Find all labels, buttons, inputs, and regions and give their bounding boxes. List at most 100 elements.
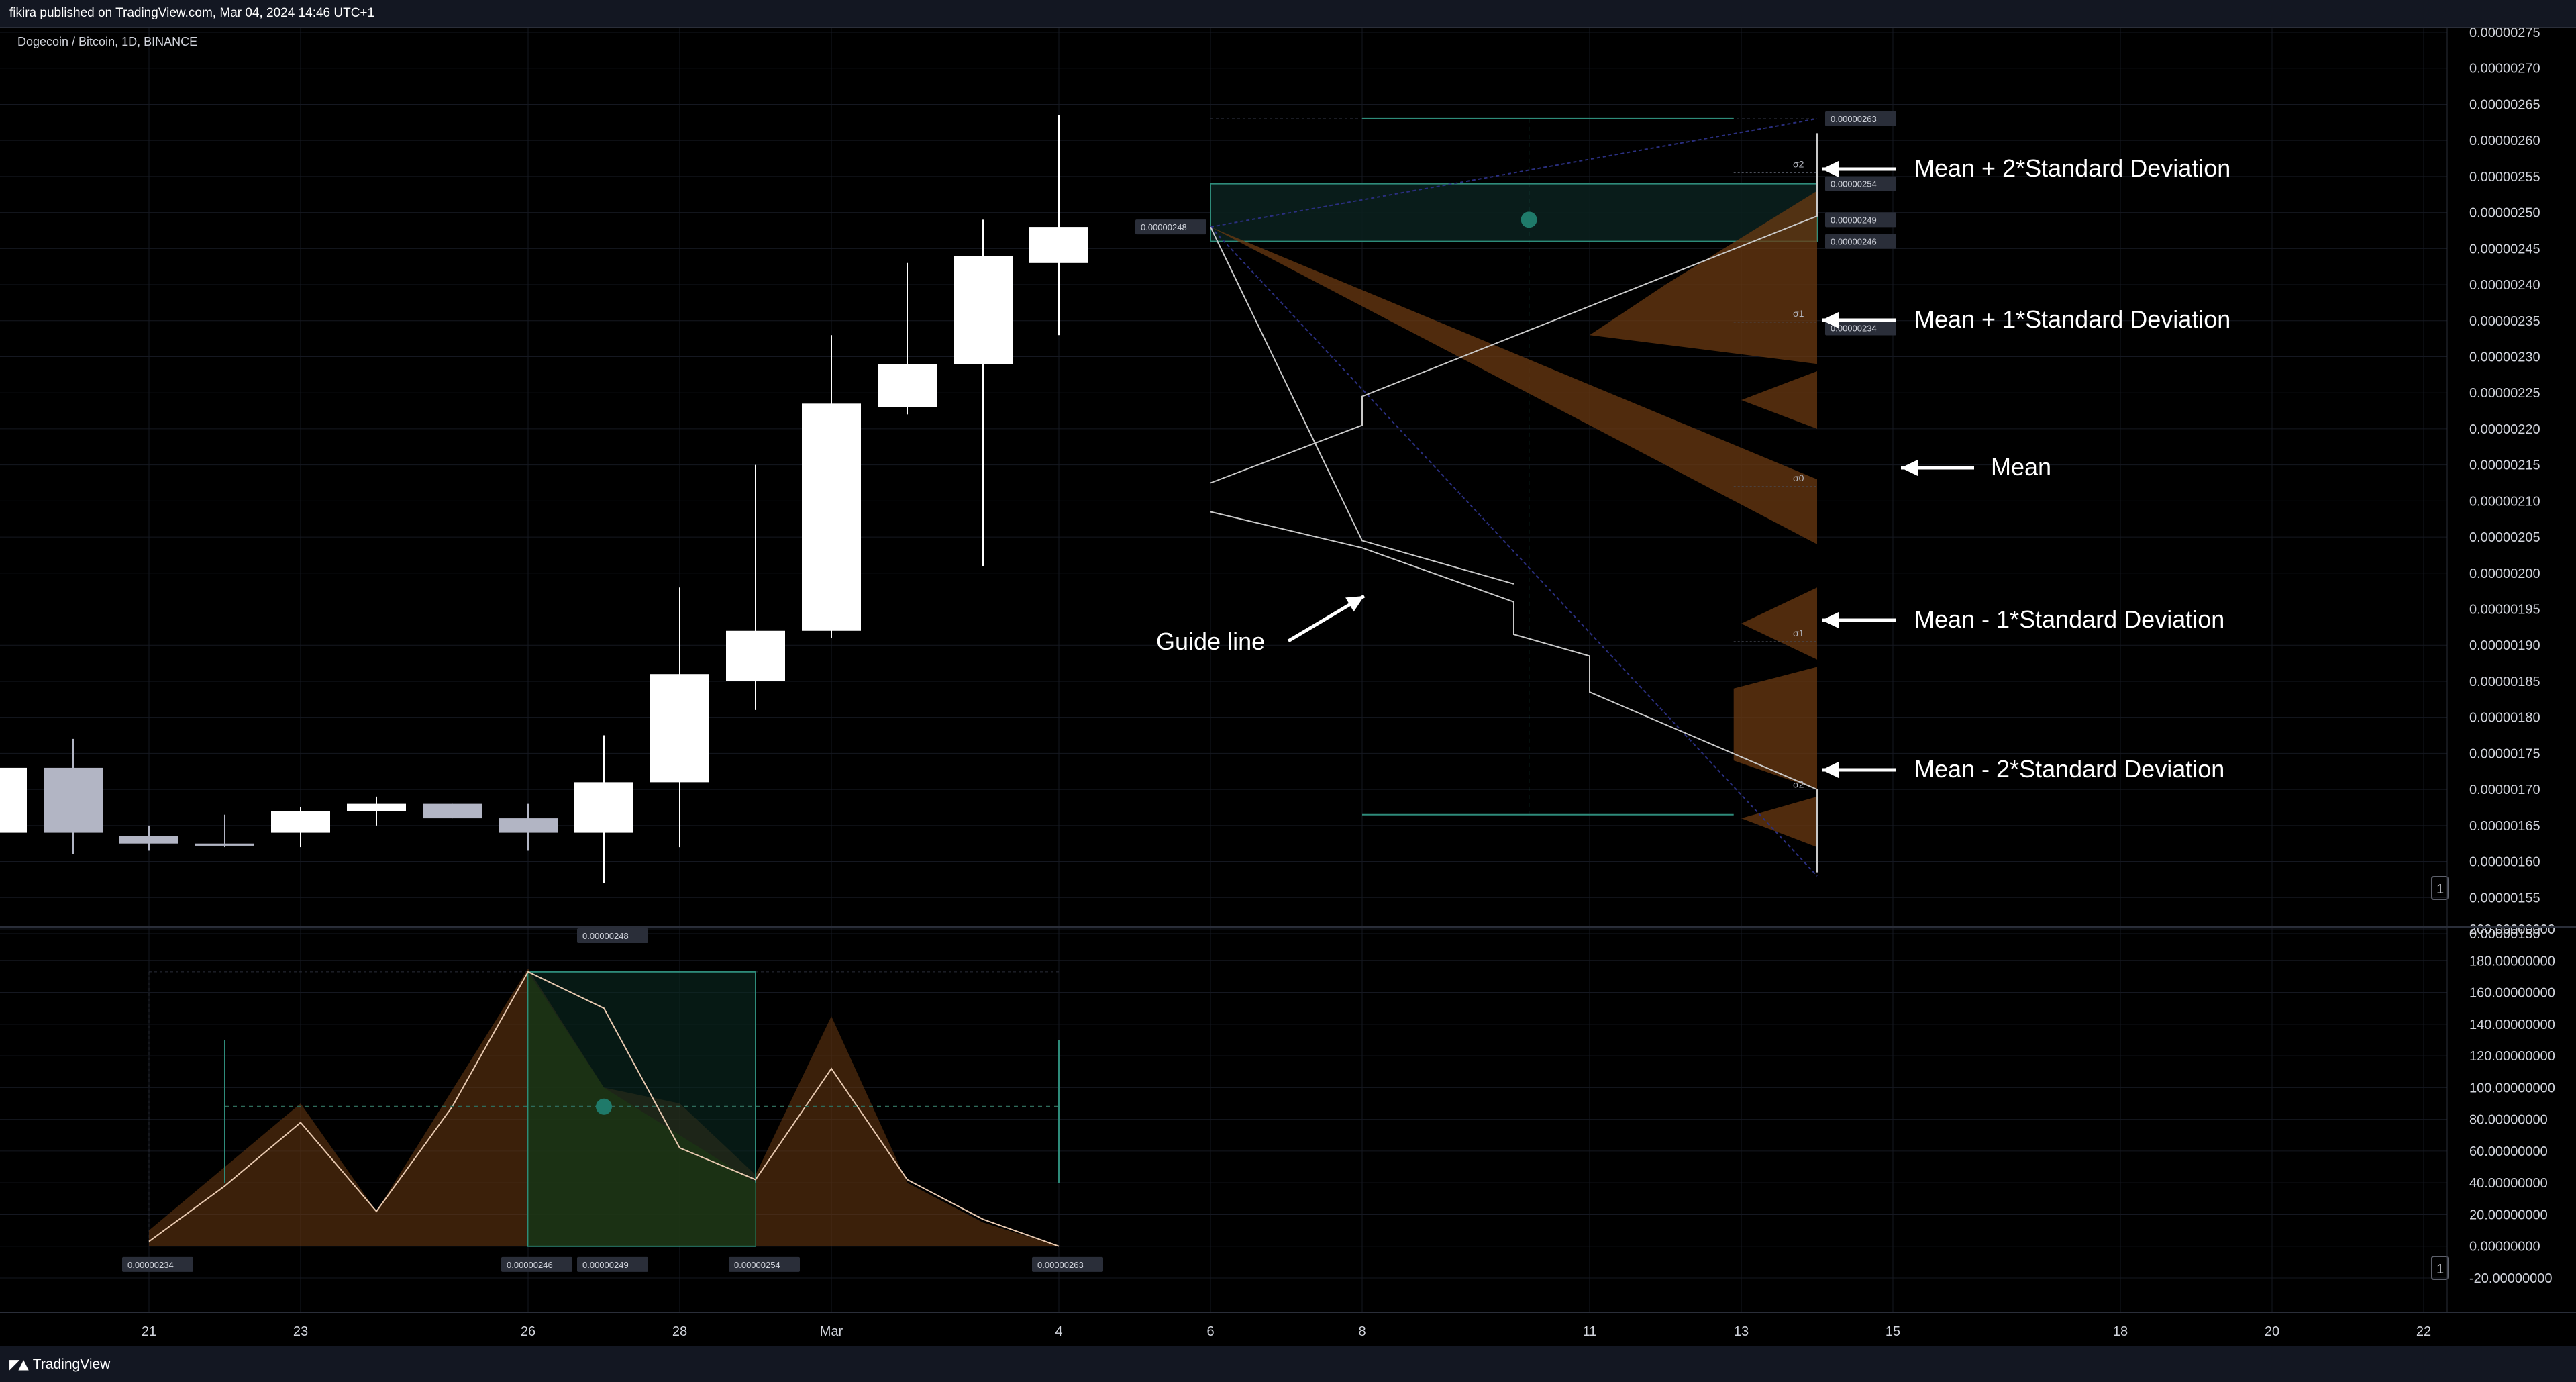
lower-tag-1: 0.00000234 bbox=[127, 1260, 174, 1270]
lower-tag-top: 0.00000248 bbox=[582, 931, 629, 941]
price-tag-start-bg bbox=[1135, 219, 1206, 235]
lower-tag-top-bg bbox=[577, 928, 648, 943]
time-axis-label: 11 bbox=[1583, 1324, 1597, 1339]
price-axis-label: 0.00000270 bbox=[2469, 62, 2540, 77]
indicator-axis-label: 60.00000000 bbox=[2469, 1144, 2548, 1159]
candle-body bbox=[954, 256, 1013, 364]
sigma-label: σ1 bbox=[1793, 628, 1804, 638]
chart-area[interactable]: σ2 σ1 σ0 σ1 σ2 0.00000248 0.00000263 0.00000254… bbox=[0, 28, 2576, 1346]
candle-body bbox=[119, 836, 178, 844]
price-axis-label: 0.00000260 bbox=[2469, 134, 2540, 148]
price-tag-box-bottom-bg bbox=[1825, 234, 1896, 249]
distribution-shape bbox=[1733, 667, 1817, 790]
time-axis-label: 21 bbox=[142, 1324, 156, 1339]
distribution-shape bbox=[1210, 227, 1817, 544]
arrow-mean-head bbox=[1901, 459, 1918, 477]
lower-series-line bbox=[148, 971, 1060, 1247]
guide-line-lower bbox=[1210, 226, 1818, 877]
candle-body bbox=[499, 818, 558, 833]
mean-path bbox=[1210, 226, 1514, 585]
tradingview-brand[interactable]: ◤▲ TradingView bbox=[9, 1356, 110, 1373]
time-axis-label: 6 bbox=[1206, 1324, 1214, 1339]
arrow-mean-plus-2-head bbox=[1822, 160, 1839, 178]
scale-button-label: 1 bbox=[2436, 1262, 2444, 1277]
sigma-label: σ1 bbox=[1793, 308, 1804, 319]
candle-body bbox=[423, 803, 482, 819]
time-axis-label: Mar bbox=[820, 1324, 843, 1339]
time-axis-label: 26 bbox=[521, 1324, 535, 1339]
indicator-axis-label: 80.00000000 bbox=[2469, 1113, 2548, 1128]
time-axis-label: 28 bbox=[672, 1324, 687, 1339]
indicator-axis-label: 160.00000000 bbox=[2469, 986, 2555, 1001]
candle-body bbox=[1029, 227, 1088, 263]
price-tag-box-bottom: 0.00000246 bbox=[1831, 237, 1877, 247]
price-tag-box-top-bg bbox=[1825, 176, 1896, 191]
price-axis-label: 0.00000220 bbox=[2469, 422, 2540, 437]
scale-button-label: 1 bbox=[2436, 882, 2444, 897]
tradingview-logo-icon: ◤▲ bbox=[9, 1356, 29, 1372]
price-axis-label: 0.00000190 bbox=[2469, 638, 2540, 653]
price-tag-mean-bg bbox=[1825, 212, 1896, 228]
price-tag-box-top: 0.00000254 bbox=[1831, 179, 1877, 189]
price-axis-label: 0.00000210 bbox=[2469, 494, 2540, 509]
candle-body bbox=[0, 767, 27, 833]
arrow-mean-plus-1-head bbox=[1822, 311, 1839, 329]
candle-body bbox=[44, 767, 103, 833]
guide-line-upper bbox=[1210, 117, 1818, 228]
lower-tag-3: 0.00000249 bbox=[582, 1260, 629, 1270]
footer-bar: ◤▲ TradingView bbox=[0, 1346, 2576, 1382]
price-axis-label: 0.00000195 bbox=[2469, 603, 2540, 618]
sigma-label: σ0 bbox=[1793, 473, 1804, 483]
indicator-axis-label: 180.00000000 bbox=[2469, 954, 2555, 969]
mean-dot bbox=[1521, 211, 1537, 228]
indicator-axis-label: 200.00000000 bbox=[2469, 922, 2555, 937]
upper-deviation-path bbox=[1210, 133, 1818, 484]
price-axis-label: 0.00000230 bbox=[2469, 350, 2540, 364]
annotation-mean-plus-2: Mean + 2*Standard Deviation bbox=[1914, 154, 2231, 182]
time-axis-label: 8 bbox=[1358, 1324, 1366, 1339]
lower-mean-dot bbox=[596, 1098, 612, 1115]
price-axis-label: 0.00000250 bbox=[2469, 206, 2540, 221]
price-tag-bottom-bg bbox=[1825, 320, 1896, 336]
lower-tag-2-bg bbox=[501, 1256, 572, 1272]
candle-body bbox=[195, 843, 254, 846]
lower-box-shade bbox=[528, 971, 756, 1246]
annotation-mean-plus-1: Mean + 1*Standard Deviation bbox=[1914, 305, 2231, 333]
candle-body bbox=[802, 403, 861, 631]
price-axis-label: 0.00000225 bbox=[2469, 386, 2540, 401]
lower-tag-3-bg bbox=[577, 1256, 648, 1272]
candle-body bbox=[878, 364, 937, 407]
price-tag-mean: 0.00000249 bbox=[1831, 215, 1877, 225]
price-axis-label: 0.00000170 bbox=[2469, 783, 2540, 797]
indicator-axis-label: 140.00000000 bbox=[2469, 1018, 2555, 1032]
candle-body bbox=[650, 674, 709, 783]
lower-tag-2: 0.00000246 bbox=[507, 1260, 553, 1270]
projection-box bbox=[1210, 183, 1818, 242]
lower-tag-4-bg bbox=[729, 1256, 800, 1272]
price-axis-label: 0.00000245 bbox=[2469, 242, 2540, 256]
annotation-mean-minus-1: Mean - 1*Standard Deviation bbox=[1914, 605, 2225, 633]
price-axis-label: 0.00000150 bbox=[2469, 927, 2540, 942]
price-tag-top-bg bbox=[1825, 111, 1896, 126]
indicator-axis-label: 20.00000000 bbox=[2469, 1207, 2548, 1222]
sigma-label: σ2 bbox=[1793, 159, 1804, 170]
scale-button-main[interactable] bbox=[2431, 876, 2449, 900]
price-axis-label: 0.00000240 bbox=[2469, 278, 2540, 293]
indicator-axis-label: 0.00000000 bbox=[2469, 1240, 2540, 1254]
publish-info: fikira published on TradingView.com, Mar… bbox=[9, 6, 375, 20]
lower-tag-5-bg bbox=[1032, 1256, 1103, 1272]
distribution-shape bbox=[1741, 796, 1817, 848]
candle-body bbox=[574, 782, 633, 833]
indicator-axis-label: 100.00000000 bbox=[2469, 1081, 2555, 1095]
time-axis-label: 4 bbox=[1055, 1324, 1062, 1339]
symbol-title: Dogecoin / Bitcoin, 1D, BINANCE bbox=[17, 35, 197, 48]
candle-body bbox=[271, 811, 330, 833]
brand-label: TradingView bbox=[32, 1356, 111, 1372]
time-axis-label: 23 bbox=[293, 1324, 308, 1339]
lower-tag-4: 0.00000254 bbox=[734, 1260, 780, 1270]
arrow-mean-minus-2-head bbox=[1822, 761, 1839, 779]
scale-button-lower[interactable] bbox=[2431, 1256, 2449, 1280]
price-axis-label: 0.00000265 bbox=[2469, 97, 2540, 112]
lower-tag-1-bg bbox=[122, 1256, 193, 1272]
sigma-label: σ2 bbox=[1793, 779, 1804, 789]
